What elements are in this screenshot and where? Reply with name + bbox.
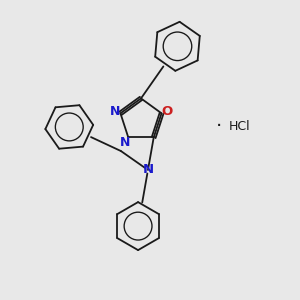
Text: N: N <box>110 105 120 118</box>
Text: N: N <box>142 164 154 176</box>
Text: O: O <box>161 105 172 118</box>
Text: N: N <box>120 136 130 149</box>
Text: HCl: HCl <box>229 119 251 133</box>
Text: ·: · <box>216 116 222 136</box>
